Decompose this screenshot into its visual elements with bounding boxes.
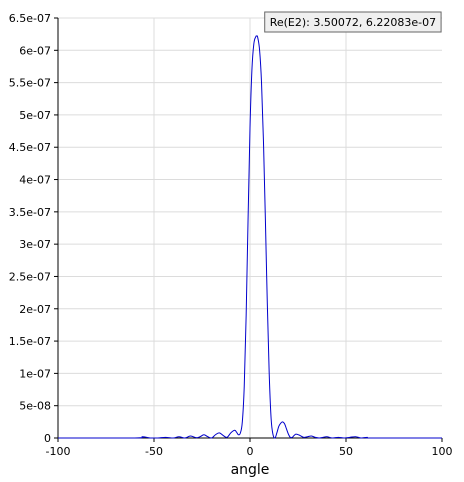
tooltip-box <box>264 11 442 33</box>
y-tick-label: 0 <box>44 432 51 445</box>
y-tick-label: 2.5e-07 <box>9 270 51 283</box>
tooltip-text: Re(E2): 3.50072, 6.22083e-07 <box>270 16 436 29</box>
series-layer <box>57 35 442 439</box>
x-tick-label: -100 <box>46 445 71 458</box>
x-tick-label: -50 <box>145 445 163 458</box>
y-tick-label: 1.5e-07 <box>9 335 51 348</box>
value-tooltip: Re(E2): 3.50072, 6.22083e-07 <box>264 11 442 33</box>
x-tick-label: 50 <box>339 445 353 458</box>
y-tick-label: 6e-07 <box>19 44 51 57</box>
series-line-re-e2[interactable] <box>57 35 442 439</box>
y-tick-label: 5e-07 <box>19 109 51 122</box>
y-tick-label: 3.5e-07 <box>9 206 51 219</box>
y-tick-label: 4e-07 <box>19 174 51 187</box>
x-axis-title: angle <box>231 462 270 478</box>
y-tick-label: 1e-07 <box>19 367 51 380</box>
x-tick-label: 100 <box>432 445 453 458</box>
y-tick-label: 6.5e-07 <box>9 12 51 25</box>
y-tick-label: 4.5e-07 <box>9 141 51 154</box>
y-tick-label: 5e-08 <box>19 400 51 413</box>
x-tick-label: 0 <box>247 445 254 458</box>
y-tick-label: 2e-07 <box>19 303 51 316</box>
y-tick-label: 5.5e-07 <box>9 77 51 90</box>
y-tick-label: 3e-07 <box>19 238 51 251</box>
